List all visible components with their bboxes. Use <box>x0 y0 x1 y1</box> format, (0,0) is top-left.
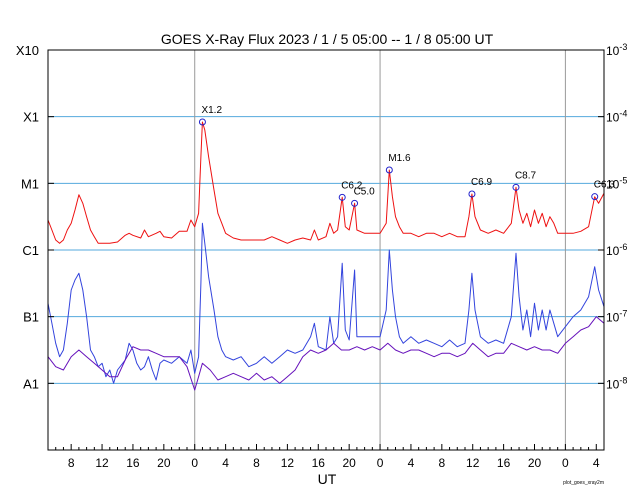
flare-label: C6.2 <box>341 180 363 191</box>
flare-marker <box>198 118 206 126</box>
flare-marker <box>351 199 359 207</box>
flare-marker <box>512 183 520 191</box>
series-line-0 <box>47 121 605 244</box>
flare-marker <box>385 166 393 174</box>
x-axis-tick-label: 4 <box>593 456 600 470</box>
x-axis-tick-label: 8 <box>438 456 445 470</box>
x-axis-tick-label: 0 <box>377 456 384 470</box>
chart-title: GOES X-Ray Flux 2023 / 1 / 5 05:00 -- 1 … <box>161 31 494 47</box>
series-line-1 <box>47 222 605 384</box>
right-axis-label: 10-3 <box>606 42 627 58</box>
plot-credit: plot_goes_xray2m <box>563 480 604 486</box>
x-axis-tick-label: 16 <box>126 456 140 470</box>
x-axis-tick-label: 0 <box>191 456 198 470</box>
flare-label: C6.9 <box>471 177 493 188</box>
x-axis-tick-label: 16 <box>312 456 326 470</box>
flare-marker <box>591 193 599 201</box>
series-line-2 <box>47 316 605 391</box>
right-axis-label: 10-4 <box>606 109 627 125</box>
flare-marker <box>468 190 476 198</box>
flare-label: C6.3 <box>594 180 616 191</box>
x-axis-tick-label: 8 <box>68 456 75 470</box>
day-boundary-lines <box>194 50 566 450</box>
left-axis-label: A1 <box>23 376 39 391</box>
flare-markers: X1.2 C6.2C5.0 M1.6 C6.9 C8.7 C6.3 <box>198 105 616 207</box>
x-axis-tick-label: 20 <box>157 456 171 470</box>
flare-label: M1.6 <box>388 153 411 164</box>
x-axis-tick-label: 12 <box>466 456 480 470</box>
x-axis-tick-label: 12 <box>281 456 295 470</box>
x-axis-label: UT <box>318 471 337 487</box>
flare-label: C8.7 <box>515 170 537 181</box>
x-axis-tick-label: 20 <box>528 456 542 470</box>
x-axis-tick-label: 8 <box>253 456 260 470</box>
x-axis-tick-label: 16 <box>497 456 511 470</box>
x-axis-tick-label: 0 <box>562 456 569 470</box>
series-group <box>47 121 605 391</box>
x-axis-tick-label: 20 <box>342 456 356 470</box>
x-axis-tick-label: 4 <box>408 456 415 470</box>
left-axis-label: X10 <box>16 43 39 58</box>
grid-lines <box>48 116 604 384</box>
right-axis-labels: 10-8 10-7 10-6 10-5 10-4 10-3 <box>598 42 627 391</box>
x-axis-ticks: 8 12 16 20 0 4 8 12 16 20 0 4 8 12 16 20 0 4 <box>47 444 605 470</box>
x-axis-tick-label: 4 <box>222 456 229 470</box>
right-axis-label: 10-5 <box>606 175 627 191</box>
x-axis-tick-label: 12 <box>95 456 109 470</box>
left-axis-labels: A1 B1 C1 M1 X1 X10 <box>16 43 54 391</box>
left-axis-label: M1 <box>21 176 39 191</box>
left-axis-label: X1 <box>23 110 39 125</box>
flare-label: C5.0 <box>354 186 376 197</box>
right-axis-label: 10-8 <box>606 375 627 391</box>
flare-marker <box>338 193 346 201</box>
left-axis-label: C1 <box>22 243 39 258</box>
right-axis-label: 10-6 <box>606 242 627 258</box>
left-axis-label: B1 <box>23 310 39 325</box>
flare-label: X1.2 <box>201 105 222 116</box>
right-axis-label: 10-7 <box>606 309 627 325</box>
